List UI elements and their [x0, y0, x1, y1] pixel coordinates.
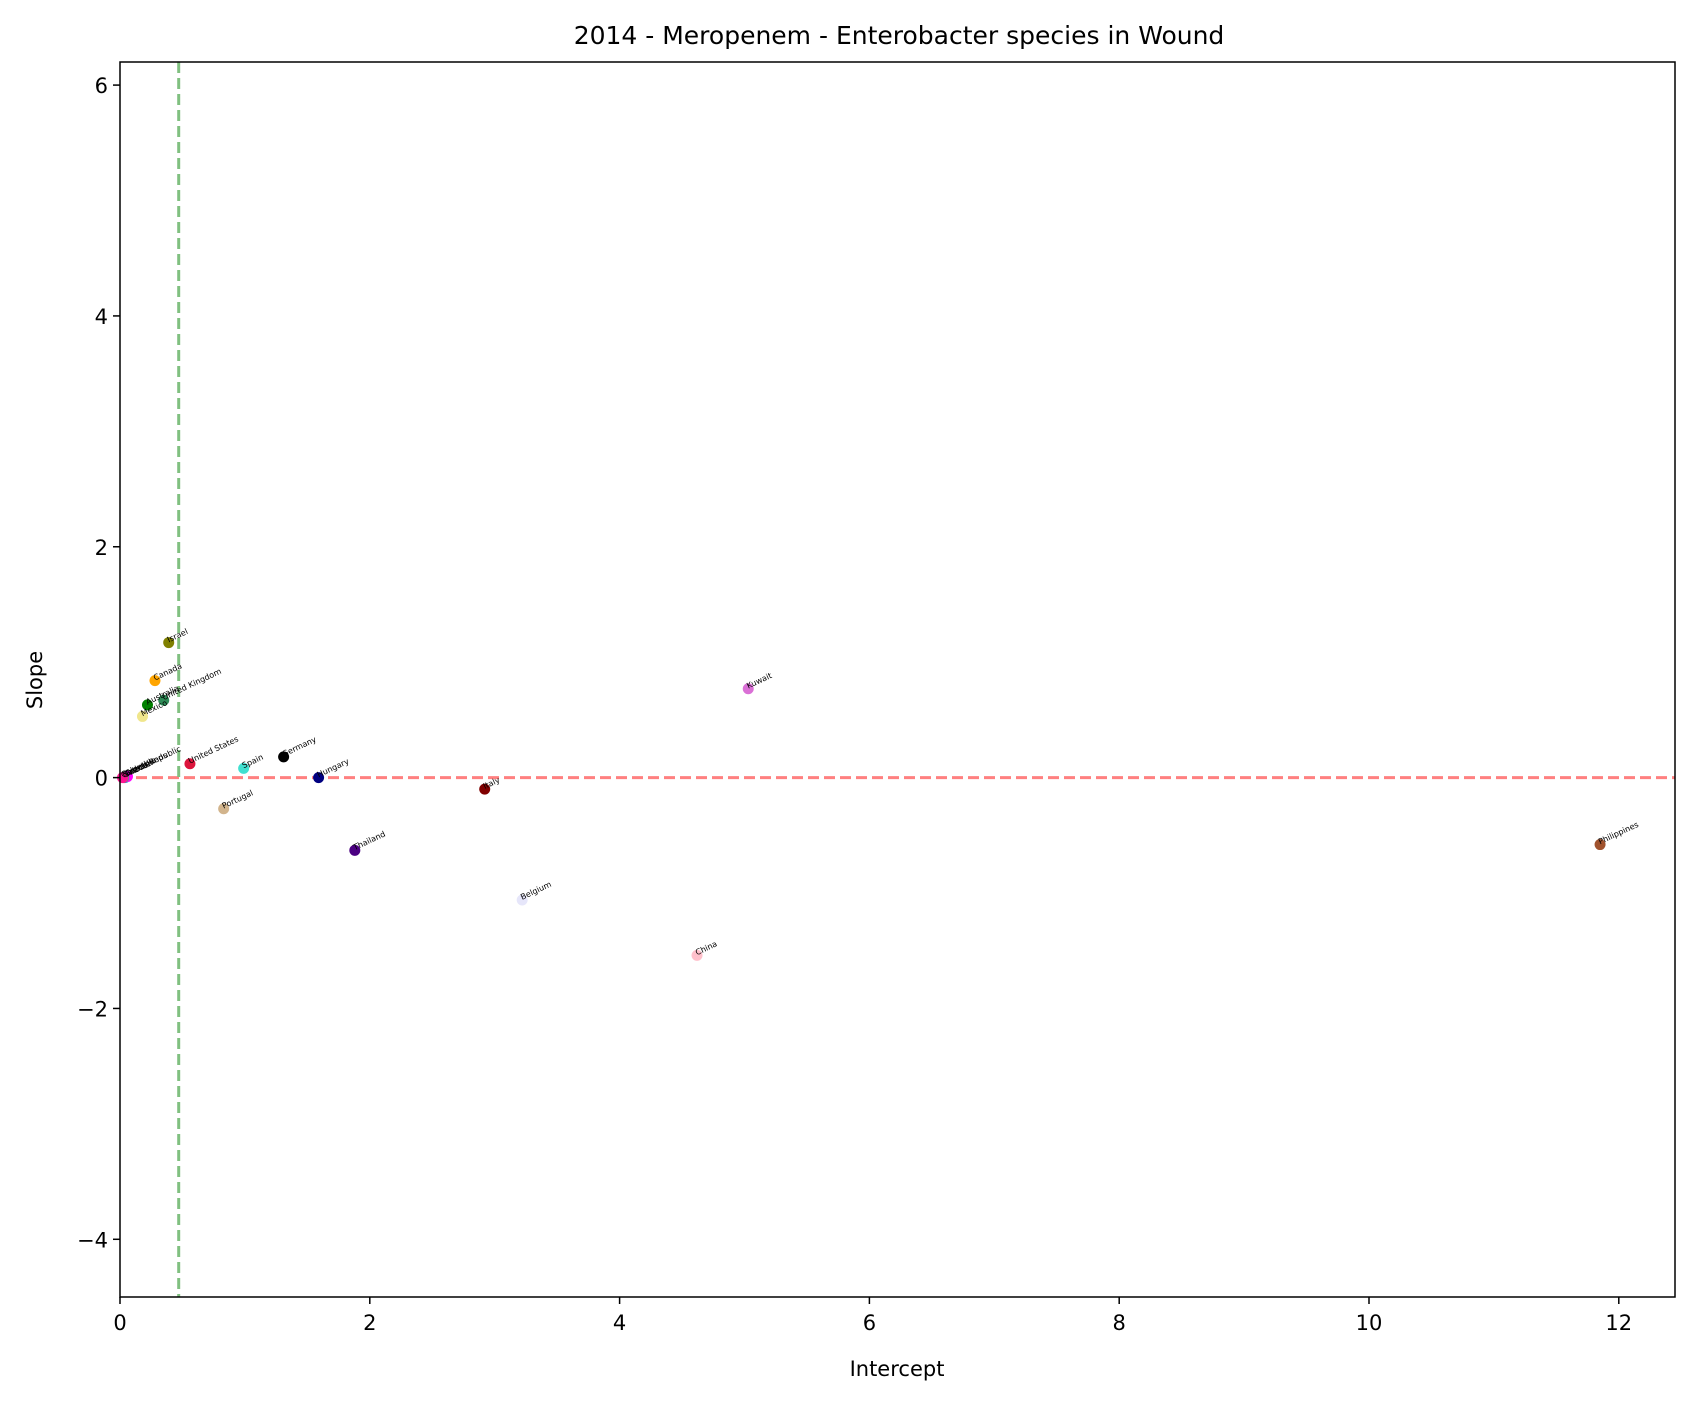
x-axis-ticks: 0 2 4 6 8 10 12 — [113, 1297, 1632, 1335]
data-point — [184, 758, 196, 770]
y-tick-label: 4 — [95, 305, 108, 329]
y-tick-label: −4 — [77, 1228, 108, 1252]
chart-title: 2014 - Meropenem - Enterobacter species … — [574, 21, 1225, 50]
y-tick-label: 2 — [95, 536, 108, 560]
x-tick-label: 2 — [363, 1311, 376, 1335]
data-point — [163, 637, 175, 649]
y-axis-label: Slope — [23, 651, 47, 709]
data-point — [313, 772, 325, 784]
data-point — [742, 683, 754, 695]
data-point — [516, 894, 528, 906]
data-point — [479, 783, 491, 795]
data-point — [278, 751, 290, 763]
plot-frame — [119, 61, 1676, 1298]
data-point — [238, 762, 250, 774]
x-tick-label: 12 — [1605, 1311, 1632, 1335]
y-tick-label: −2 — [77, 997, 108, 1021]
data-point — [349, 844, 361, 856]
x-tick-label: 4 — [613, 1311, 626, 1335]
x-axis-label: Intercept — [850, 1357, 945, 1381]
data-point — [691, 949, 703, 961]
y-tick-label: 6 — [95, 74, 108, 98]
x-tick-label: 8 — [1113, 1311, 1126, 1335]
data-point — [141, 699, 153, 711]
data-point — [136, 710, 148, 722]
x-tick-label: 0 — [113, 1311, 126, 1335]
data-point — [1594, 839, 1606, 851]
data-point — [158, 694, 170, 706]
x-tick-label: 10 — [1356, 1311, 1383, 1335]
y-axis-ticks: −4 −2 0 2 4 6 — [77, 74, 120, 1252]
x-tick-label: 6 — [863, 1311, 876, 1335]
data-point — [149, 675, 161, 687]
data-point — [218, 803, 230, 815]
y-tick-label: 0 — [95, 767, 108, 791]
reference-lines — [120, 62, 1675, 1297]
